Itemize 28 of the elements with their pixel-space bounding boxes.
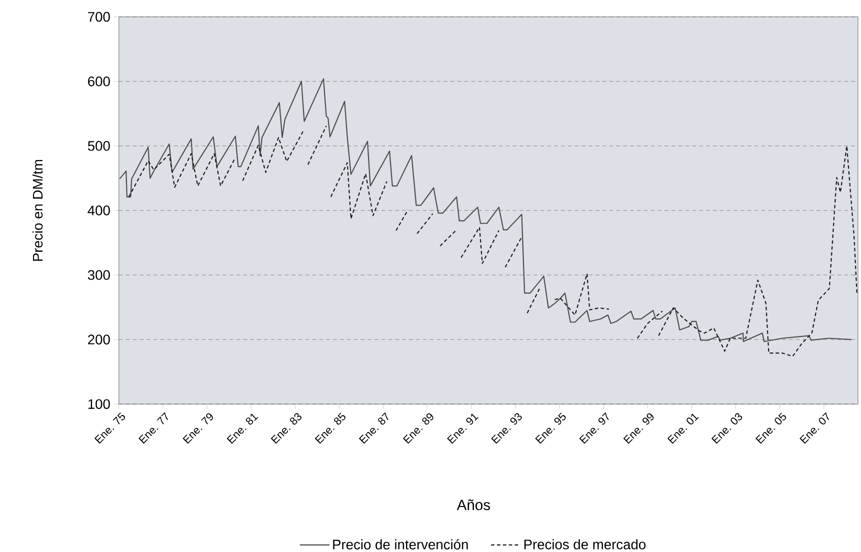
x-tick-label: Ene. 89 (402, 413, 434, 444)
y-tick-label: 600 (88, 76, 110, 86)
y-tick-label: 200 (88, 334, 110, 345)
y-tick-label: 400 (88, 206, 110, 216)
x-tick-label: Ene. 75 (94, 412, 126, 444)
y-tick-label: 100 (88, 399, 110, 410)
x-tick-label: Ene. 87 (358, 412, 389, 444)
x-tick-label: Ene. 79 (182, 413, 213, 444)
x-tick-label: Ene. 93 (491, 413, 522, 444)
y-tick-label: 300 (88, 270, 110, 280)
x-tick-label: Ene. 81 (226, 414, 258, 444)
x-tick-label: Ene. 99 (623, 413, 654, 444)
x-tick-label: Ene. 83 (270, 413, 302, 444)
y-axis-title: Precio en DM/tm (32, 160, 43, 261)
y-tick-label: 500 (88, 141, 110, 151)
legend-label: Precio de intervención (333, 539, 468, 550)
y-tick-label: 700 (88, 12, 110, 22)
x-tick-label: Ene. 03 (711, 413, 742, 444)
x-axis-title: Años (456, 500, 490, 510)
x-tick-label: Ene. 77 (138, 412, 168, 444)
legend-label: Precios de mercado (524, 539, 646, 550)
x-tick-label: Ene. 91 (447, 414, 478, 444)
x-tick-label: Ene. 97 (579, 412, 609, 444)
x-tick-label: Ene. 95 (535, 412, 566, 444)
x-tick-label: Ene. 07 (800, 412, 830, 444)
x-tick-label: Ene. 85 (314, 412, 346, 444)
x-tick-label: Ene. 01 (667, 414, 699, 444)
x-tick-label: Ene. 05 (755, 412, 786, 444)
